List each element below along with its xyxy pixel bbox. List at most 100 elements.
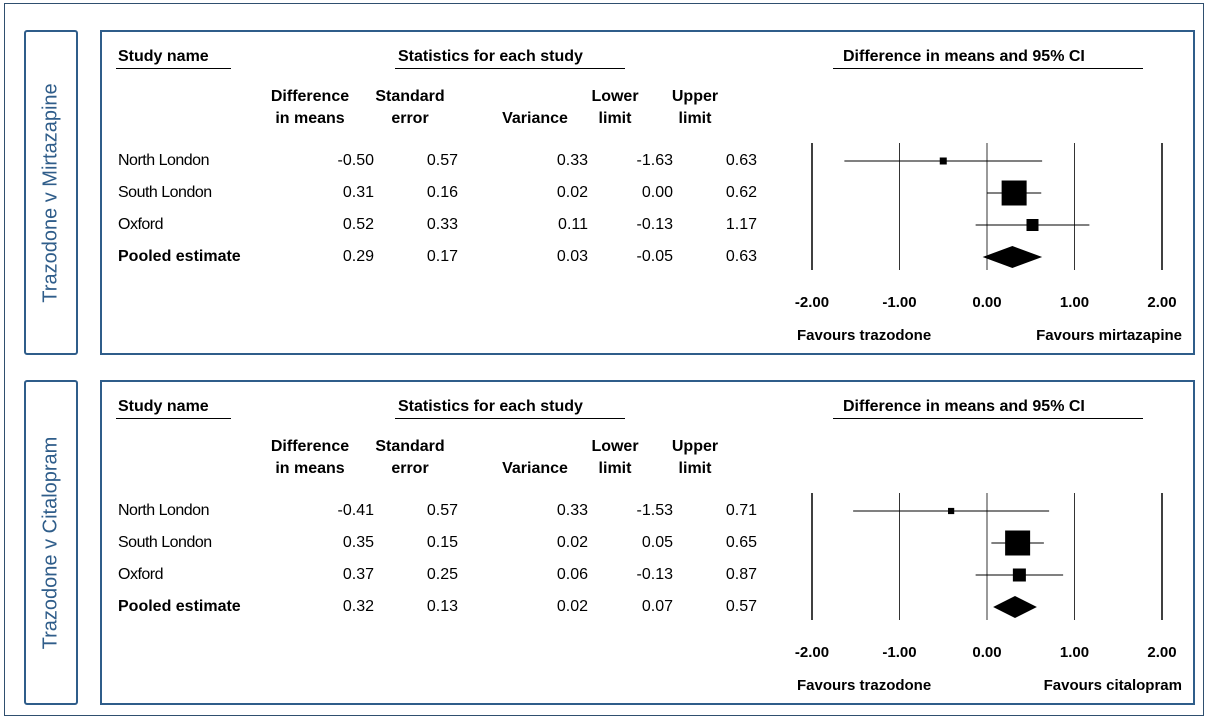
se-cell: 0.57 <box>426 152 458 169</box>
upper-header-line2: limit <box>678 110 712 127</box>
study-name-cell: North London <box>118 152 209 169</box>
lower-header-line1: Lower <box>591 438 639 455</box>
variance-cell: 0.33 <box>556 502 588 519</box>
se-header-line1: Standard <box>375 88 445 105</box>
lower-header-line2: limit <box>598 460 632 477</box>
lower-header-line2: limit <box>598 110 632 127</box>
lower-cell: -0.13 <box>636 216 673 233</box>
diff-cell: 0.35 <box>342 534 374 551</box>
plot-title: Difference in means and 95% CI <box>843 48 1085 65</box>
se-cell: 0.13 <box>426 598 458 615</box>
panel-side-label: Trazodone v Citalopram <box>24 380 78 705</box>
lower-cell: 0.07 <box>641 598 673 615</box>
upper-cell: 0.57 <box>725 598 757 615</box>
upper-header-line2: limit <box>678 460 712 477</box>
study-marker-square <box>939 157 947 165</box>
diff-cell: 0.37 <box>342 566 374 583</box>
variance-header-line2: Variance <box>502 460 568 477</box>
x-tick-label: 0.00 <box>972 644 1002 661</box>
diff-cell: -0.41 <box>337 502 374 519</box>
study-name-header: Study name <box>118 48 209 65</box>
upper-cell: 0.62 <box>725 184 757 201</box>
upper-cell: 0.71 <box>725 502 757 519</box>
variance-cell: 0.33 <box>556 152 588 169</box>
diff-header-line2: in means <box>275 110 345 127</box>
diff-header-line1: Difference <box>270 88 350 105</box>
diff-cell: 0.29 <box>342 248 374 265</box>
upper-header-line1: Upper <box>671 438 719 455</box>
study-name-cell: South London <box>118 184 212 201</box>
stats-group-header: Statistics for each study <box>398 48 583 65</box>
se-cell: 0.33 <box>426 216 458 233</box>
plot-title: Difference in means and 95% CI <box>843 398 1085 415</box>
lower-cell: -1.63 <box>636 152 673 169</box>
diff-cell: -0.50 <box>337 152 374 169</box>
se-header-line1: Standard <box>375 438 445 455</box>
pooled-estimate-label: Pooled estimate <box>118 248 241 265</box>
diff-cell: 0.32 <box>342 598 374 615</box>
x-tick-label: 1.00 <box>1059 294 1090 311</box>
x-tick-label: 2.00 <box>1147 294 1177 311</box>
study-name-header: Study name <box>118 398 209 415</box>
variance-cell: 0.03 <box>556 248 588 265</box>
upper-cell: 0.63 <box>725 152 757 169</box>
x-tick-label: -2.00 <box>794 294 830 311</box>
study-marker-square <box>948 507 955 515</box>
study-name-cell: South London <box>118 534 212 551</box>
favours-right-label: Favours citalopram <box>1043 677 1182 694</box>
study-name-underline <box>116 68 231 69</box>
se-header-line2: error <box>391 460 429 477</box>
variance-cell: 0.06 <box>556 566 588 583</box>
panel-frame <box>100 30 1195 355</box>
lower-cell: -1.53 <box>636 502 673 519</box>
pooled-diamond <box>982 246 1043 268</box>
study-name-underline <box>116 418 231 419</box>
diff-header-line2: in means <box>275 460 345 477</box>
x-tick-label: 2.00 <box>1147 644 1177 661</box>
variance-cell: 0.11 <box>558 216 588 233</box>
upper-cell: 0.87 <box>725 566 757 583</box>
variance-cell: 0.02 <box>556 534 588 551</box>
se-cell: 0.15 <box>426 534 458 551</box>
x-tick-label: 1.00 <box>1059 644 1090 661</box>
diff-cell: 0.52 <box>342 216 374 233</box>
x-tick-label: -1.00 <box>882 644 917 661</box>
favours-left-label: Favours trazodone <box>797 677 932 694</box>
se-cell: 0.17 <box>426 248 458 265</box>
stats-group-underline <box>395 68 625 69</box>
study-name-cell: Oxford <box>118 216 164 233</box>
x-tick-label: 0.00 <box>972 294 1002 311</box>
lower-cell: 0.00 <box>641 184 673 201</box>
se-cell: 0.57 <box>426 502 458 519</box>
lower-cell: -0.05 <box>636 248 673 265</box>
stats-group-underline <box>395 418 625 419</box>
panel-frame <box>100 380 1195 705</box>
plot-title-underline <box>833 418 1143 419</box>
study-marker-square <box>1005 530 1031 556</box>
lower-header-line1: Lower <box>591 88 639 105</box>
favours-right-label: Favours mirtazapine <box>1036 327 1182 344</box>
lower-cell: 0.05 <box>641 534 673 551</box>
diff-header-line1: Difference <box>270 438 350 455</box>
diff-cell: 0.31 <box>342 184 374 201</box>
favours-left-label: Favours trazodone <box>797 327 932 344</box>
upper-cell: 0.65 <box>725 534 757 551</box>
figure-frame <box>4 3 1204 716</box>
x-tick-label: -2.00 <box>794 644 830 661</box>
se-cell: 0.25 <box>426 566 458 583</box>
upper-cell: 1.17 <box>725 216 757 233</box>
variance-cell: 0.02 <box>556 184 588 201</box>
upper-header-line1: Upper <box>671 88 719 105</box>
upper-cell: 0.63 <box>725 248 757 265</box>
panel-side-label: Trazodone v Mirtazapine <box>24 30 78 355</box>
pooled-estimate-label: Pooled estimate <box>118 598 241 615</box>
stats-group-header: Statistics for each study <box>398 398 583 415</box>
study-marker-square <box>1026 219 1039 231</box>
variance-cell: 0.02 <box>556 598 588 615</box>
variance-header-line2: Variance <box>502 110 568 127</box>
study-name-cell: North London <box>118 502 209 519</box>
pooled-diamond <box>993 596 1037 618</box>
study-name-cell: Oxford <box>118 566 164 583</box>
study-marker-square <box>1012 568 1026 582</box>
